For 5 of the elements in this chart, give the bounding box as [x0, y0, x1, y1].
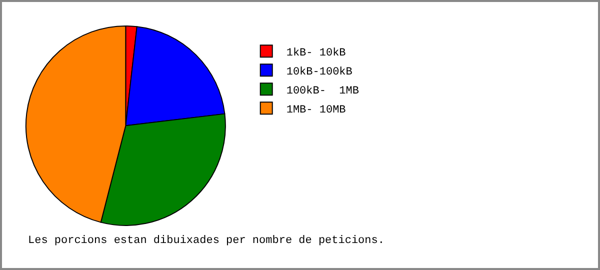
legend-label: 10kB-100kB	[286, 66, 353, 78]
legend-label: 1MB- 10MB	[286, 104, 346, 116]
text: Les porcions estan dibuixades per nombre de peticions.	[28, 235, 384, 247]
legend-label: 1kB- 10kB	[286, 47, 346, 60]
legend-label: 100kB- 1MB	[286, 85, 360, 98]
